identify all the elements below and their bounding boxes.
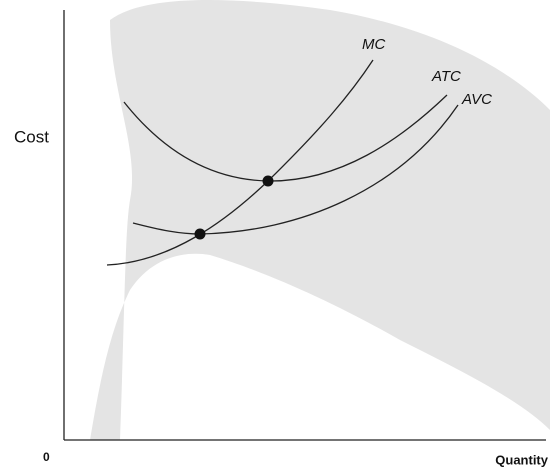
curve-label: MC [362,36,385,53]
curve-label: AVC [461,91,492,108]
x-axis-label: Quantity [495,452,548,467]
intersection-point [195,229,206,240]
diagram: MC ATC AVC Cost 0 Quantity [0,0,550,470]
background-shape [90,0,550,440]
curve-label: ATC [431,68,461,85]
intersection-point [263,176,274,187]
y-axis-label: Cost [14,127,49,146]
origin-label: 0 [43,450,50,464]
